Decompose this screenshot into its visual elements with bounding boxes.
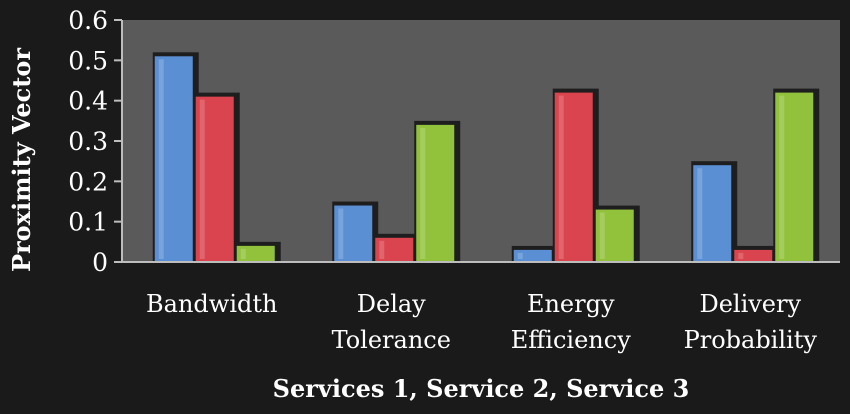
bar-highlight <box>599 212 605 259</box>
x-tick-label: Energy Efficiency <box>511 290 631 354</box>
bar-highlight <box>697 168 703 259</box>
x-tick-label: Delivery Probability <box>684 290 818 354</box>
bars-layer <box>152 52 820 262</box>
y-tick-label: 0.6 <box>68 6 108 35</box>
bar-highlight <box>738 252 744 259</box>
bar <box>236 245 275 262</box>
y-tick-label: 0 <box>92 248 108 277</box>
y-ticks-layer: 0 0.1 0.2 0.3 0.4 0.5 0.6 <box>68 6 122 277</box>
y-tick-label: 0.3 <box>68 127 108 156</box>
y-tick-label: 0.1 <box>68 208 108 237</box>
bar-highlight <box>199 99 205 259</box>
x-tick-label: Bandwidth <box>146 290 277 318</box>
bar-highlight <box>379 240 385 259</box>
x-tick-labels-layer: Bandwidth Delay Tolerance Energy Efficiency D… <box>146 290 817 354</box>
x-tick-label: Delay Tolerance <box>332 290 451 354</box>
bar-highlight <box>338 208 344 259</box>
bar <box>334 205 373 262</box>
bar <box>513 249 552 262</box>
bar-highlight <box>420 127 426 259</box>
bar-highlight <box>779 95 785 259</box>
bar <box>195 96 234 262</box>
x-axis-title: Services 1, Service 2, Service 3 <box>273 374 690 403</box>
bar-highlight <box>517 252 523 259</box>
bar-highlight <box>558 95 564 259</box>
y-tick-label: 0.5 <box>68 46 108 75</box>
bar <box>693 165 732 262</box>
bar <box>154 56 193 262</box>
bar <box>734 249 773 262</box>
bar <box>775 92 814 262</box>
bar <box>375 237 414 262</box>
y-axis-title: Proximity Vector <box>7 48 36 272</box>
bar-highlight <box>158 59 164 259</box>
y-tick-label: 0.4 <box>68 87 108 116</box>
bar <box>554 92 593 262</box>
bar <box>595 209 634 262</box>
y-tick-label: 0.2 <box>68 167 108 196</box>
bar-highlight <box>240 248 246 259</box>
bar <box>416 124 455 262</box>
